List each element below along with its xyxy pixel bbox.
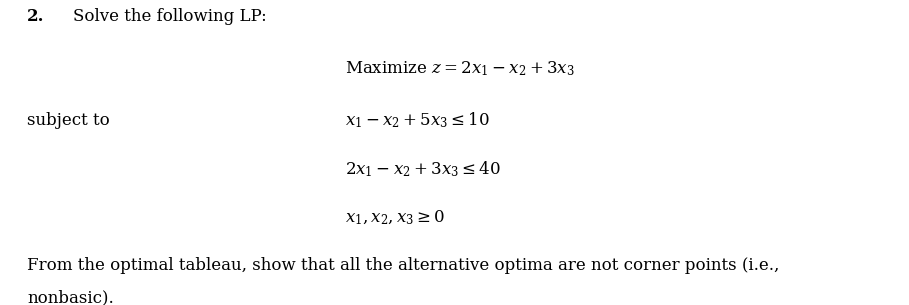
Text: From the optimal tableau, show that all the alternative optima are not corner po: From the optimal tableau, show that all … [27,257,780,274]
Text: subject to: subject to [27,112,110,129]
Text: Maximize $z = 2x_1 - x_2 + 3x_3$: Maximize $z = 2x_1 - x_2 + 3x_3$ [345,59,575,78]
Text: 2.: 2. [27,8,45,25]
Text: nonbasic).: nonbasic). [27,289,114,305]
Text: Solve the following LP:: Solve the following LP: [73,8,266,25]
Text: $x_1 , x_2 , x_3 \geq 0$: $x_1 , x_2 , x_3 \geq 0$ [345,209,445,227]
Text: $x_1 - x_2 + 5x_3 \leq 10$: $x_1 - x_2 + 5x_3 \leq 10$ [345,110,491,130]
Text: $2x_1 - x_2 + 3x_3 \leq 40$: $2x_1 - x_2 + 3x_3 \leq 40$ [345,159,501,178]
